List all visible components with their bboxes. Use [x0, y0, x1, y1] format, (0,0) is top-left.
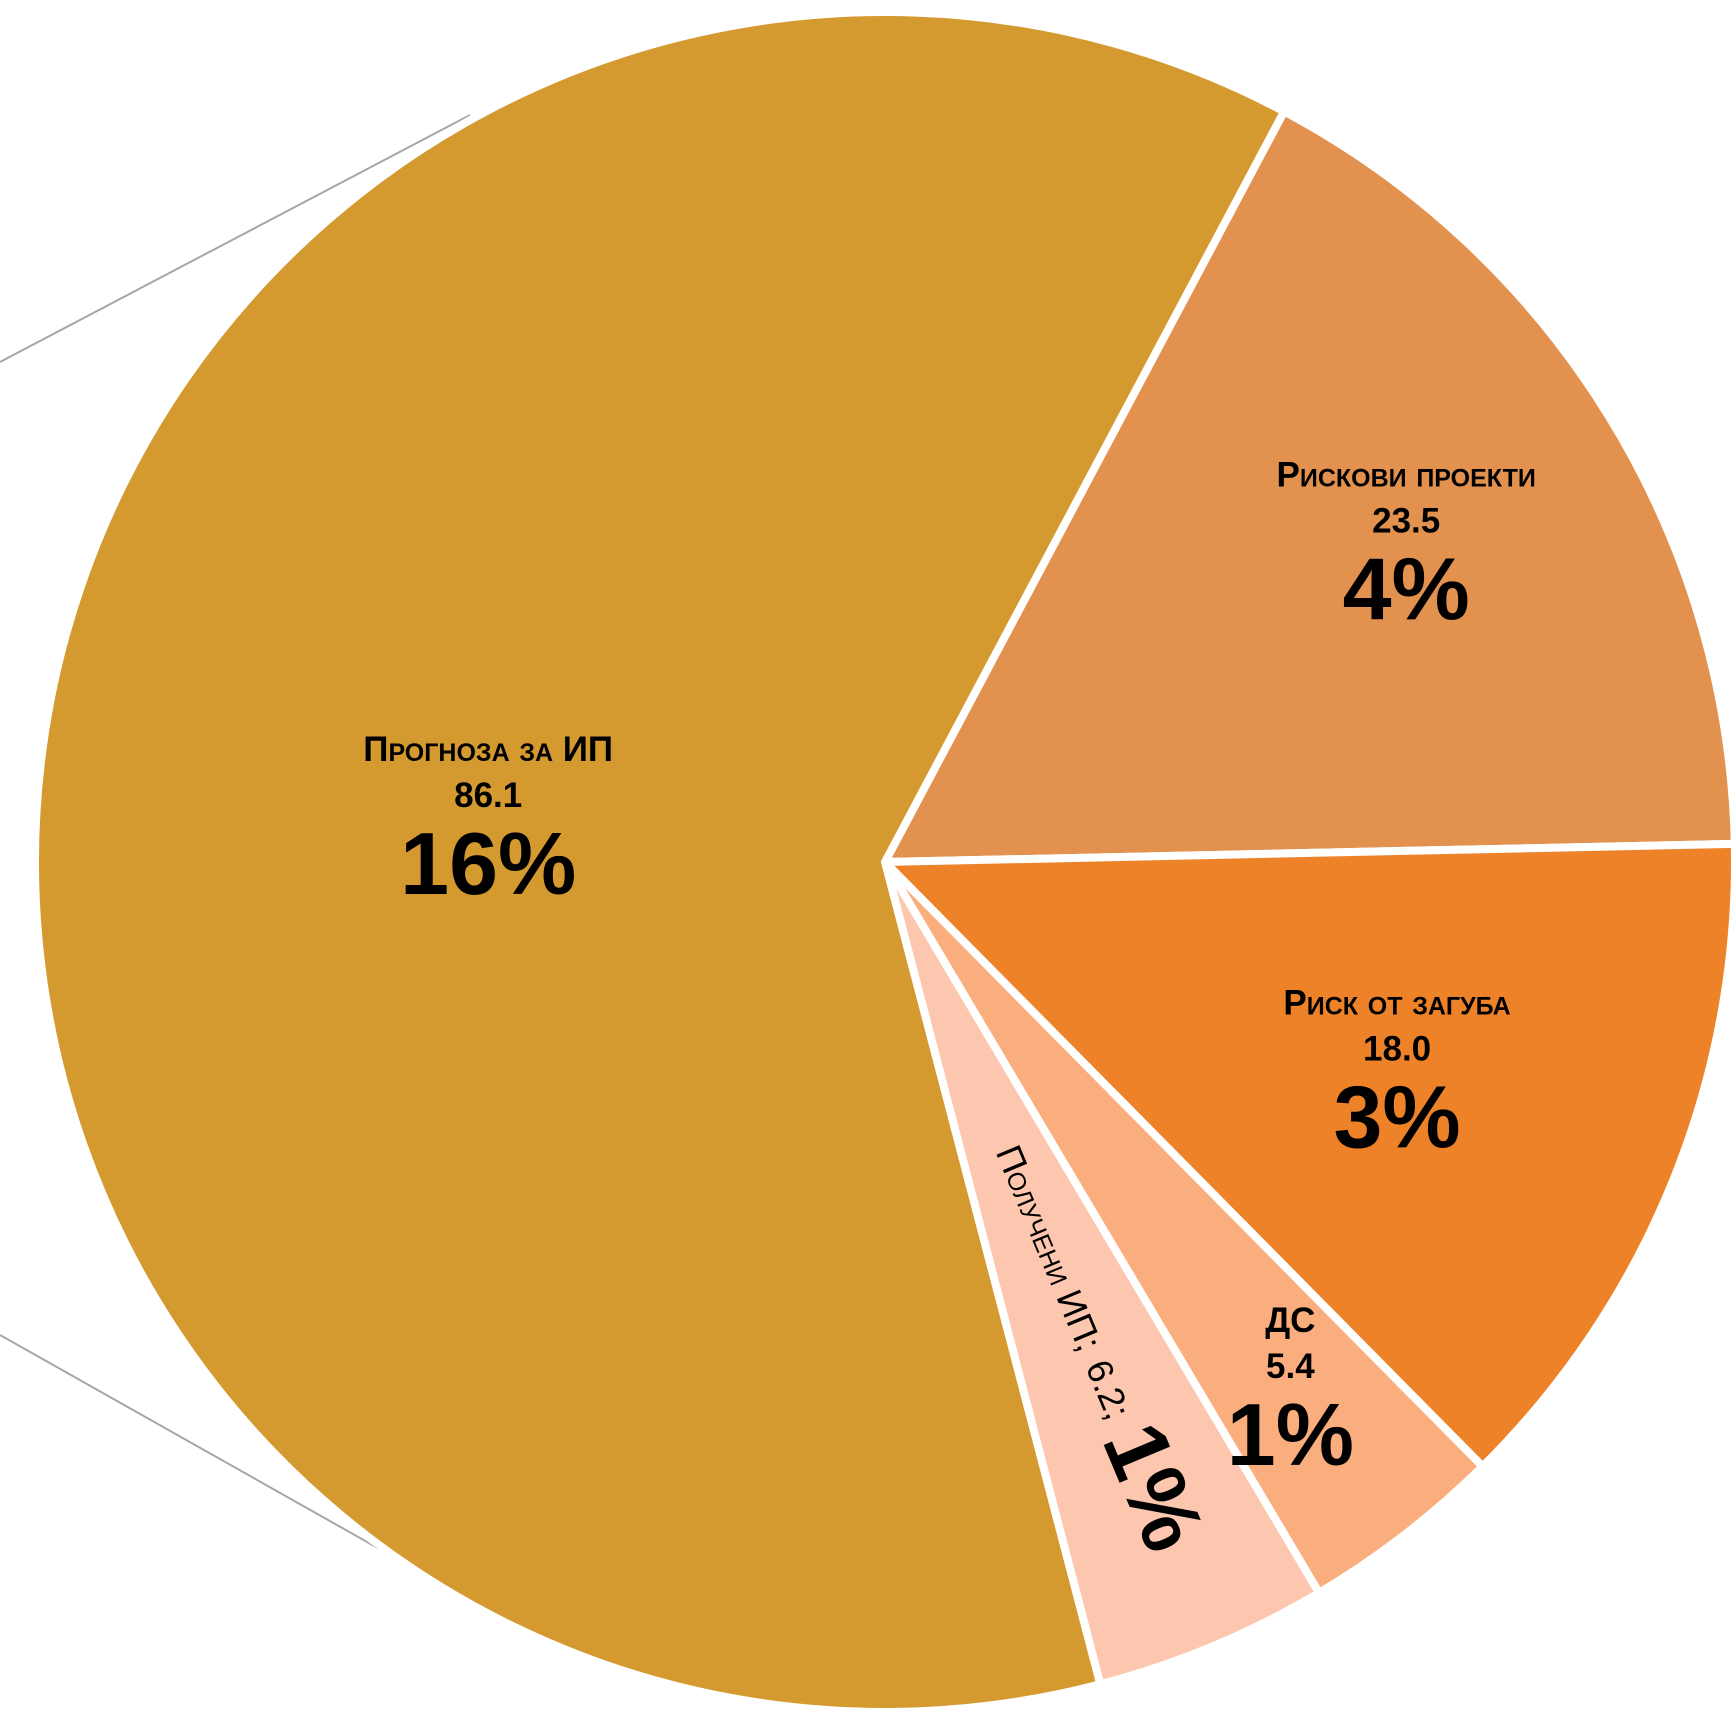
value-label: 18.0	[1363, 1030, 1431, 1069]
category-label: ДС	[1265, 1301, 1315, 1340]
connector-line	[0, 114, 471, 363]
value-label: 86.1	[454, 776, 522, 815]
pie-slice	[881, 858, 1324, 1689]
pie-slice	[881, 107, 1733, 866]
value-label: 23.5	[1372, 501, 1440, 540]
category-label: Риск от загуба	[1283, 984, 1510, 1023]
pie-slice	[881, 839, 1733, 1471]
category-label: Прогноза за ИП	[363, 730, 613, 769]
percent-label: 4%	[1343, 539, 1470, 638]
pie-slice	[30, 8, 1289, 1709]
category-label: Рискови проекти	[1277, 455, 1536, 494]
percent-label: 1%	[1227, 1385, 1354, 1484]
pie-slice	[881, 858, 1487, 1597]
percent-label: 3%	[1333, 1068, 1460, 1167]
percent-label: 16%	[400, 814, 576, 913]
value-label: 5.4	[1266, 1347, 1315, 1386]
